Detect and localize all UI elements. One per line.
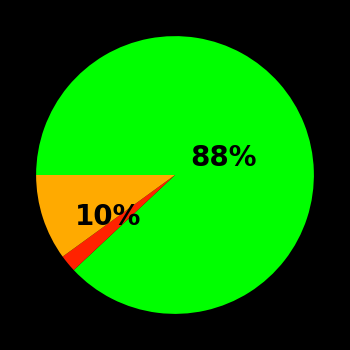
Wedge shape bbox=[36, 175, 175, 257]
Wedge shape bbox=[36, 36, 314, 314]
Text: 10%: 10% bbox=[75, 203, 141, 231]
Text: 88%: 88% bbox=[190, 144, 257, 172]
Wedge shape bbox=[63, 175, 175, 270]
